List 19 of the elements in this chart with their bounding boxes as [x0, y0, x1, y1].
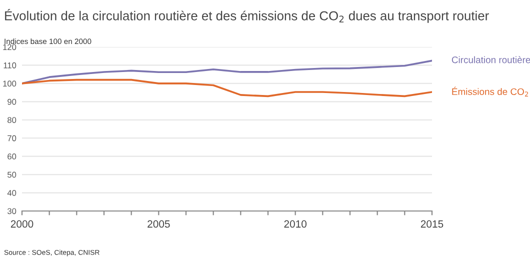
y-tick-label: 100 — [3, 80, 16, 87]
y-tick-label: 110 — [4, 62, 16, 68]
x-tick-label: 2005 — [148, 220, 170, 228]
y-tick-label: 80 — [8, 117, 16, 123]
y-tick-label: 90 — [8, 98, 16, 105]
y-tick-label: 120 — [3, 44, 16, 50]
x-tick-label: 2010 — [284, 220, 307, 228]
y-tick-label: 60 — [8, 154, 16, 160]
y-tick-label: 40 — [7, 190, 16, 196]
chart-title: Évolution de la circulation routière et des émissions de CO$_{2}$ dues au transport routier — [5, 9, 489, 23]
y-tick-label: 30 — [7, 208, 16, 214]
text: Circulation routière — [452, 56, 530, 64]
y-tick-label: 50 — [8, 172, 16, 178]
x-tick-label: 2000 — [10, 220, 34, 228]
y-tick-label: 70 — [8, 135, 16, 142]
x-tick-label: 2015 — [420, 220, 444, 228]
line-series — [22, 60, 432, 84]
text: Émissions de CO$_{2}$ — [452, 86, 528, 96]
line-series — [22, 78, 432, 98]
